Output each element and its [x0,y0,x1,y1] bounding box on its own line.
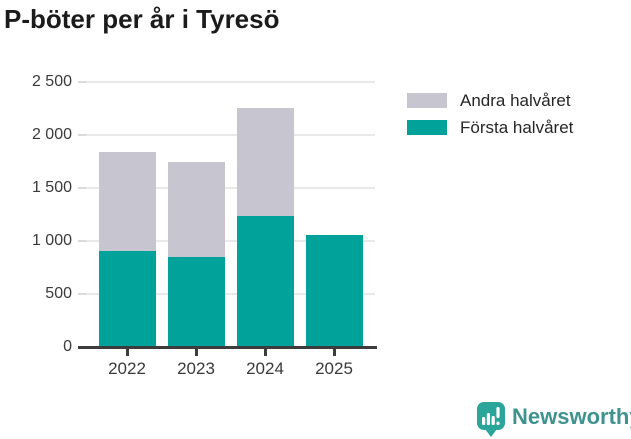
x-axis-tick [125,348,129,356]
bar-segment-2023 [167,162,225,257]
y-axis-tick-label: 2 000 [31,125,72,143]
x-axis-line [78,345,377,349]
bar-segment-2025 [305,235,363,347]
chart-title: P-böter per år i Tyresö [4,4,280,34]
newsworthy-logo-icon [477,402,505,437]
legend-item: Första halvåret [407,118,573,137]
y-axis-tick [78,186,86,189]
gridline [86,292,375,295]
y-axis-tick-label: 0 [63,338,72,355]
x-axis-label: 2022 [108,359,146,378]
bar-segment-2022 [98,251,156,347]
bar-segment-2024 [236,108,294,217]
y-axis-tick [78,292,86,295]
x-axis-tick [194,348,198,356]
x-axis-label: 2024 [246,359,284,378]
y-axis-tick-label: 500 [45,284,72,302]
x-axis-label: 2023 [177,359,215,378]
newsworthy-branding[interactable]: Newsworthy [476,401,631,438]
y-axis-tick-label: 1 500 [31,178,72,196]
legend: Andra halvåret Första halvåret [407,91,573,145]
x-axis-label: 2025 [315,359,353,378]
gridline [86,80,375,83]
gridline [86,186,375,189]
newsworthy-wordmark: Newsworthy [512,404,631,429]
x-axis-tick [332,348,336,356]
legend-label: Andra halvåret [460,90,571,110]
legend-swatch [407,93,447,108]
legend-item: Andra halvåret [407,91,573,110]
gridline [86,239,375,242]
y-axis-tick-label: 2 500 [31,72,72,90]
x-axis-tick [263,348,267,356]
legend-label: Första halvåret [460,117,574,137]
bar-segment-2023 [167,256,225,347]
y-axis-tick [78,239,86,242]
y-axis-tick [78,133,86,136]
bar-segment-2022 [98,151,156,252]
gridline [86,133,375,136]
bar-segment-2024 [236,216,294,347]
legend-swatch [407,120,447,135]
y-axis-tick-label: 1 000 [31,231,72,249]
y-axis-tick [78,80,86,83]
